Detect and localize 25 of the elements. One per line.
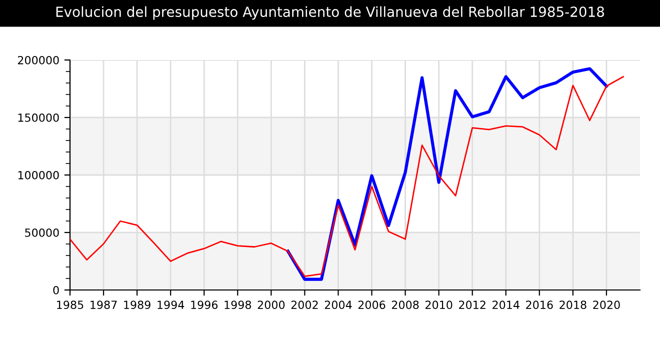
x-tick-label: 1998	[224, 300, 252, 310]
y-tick-label: 0	[53, 286, 59, 294]
x-tick-label: 2018	[560, 300, 586, 310]
x-tick-label: 2008	[392, 300, 419, 310]
x-tick-label: 1987	[90, 300, 117, 310]
y-tick-label: 50000	[25, 228, 59, 237]
x-tick-label: 2002	[291, 300, 318, 310]
line-series	[286, 67, 608, 281]
chart-title: Evolucion del presupuesto Ayuntamiento de Villanueva del Rebollar 1985-2018	[56, 6, 604, 20]
x-tick-label: 1985	[57, 300, 84, 310]
x-tick-label: 2004	[324, 300, 352, 310]
x-tick-label: 1994	[158, 300, 184, 310]
y-tick-label: 200000	[18, 56, 59, 64]
x-tick-label: 2014	[492, 300, 520, 310]
x-tick-label: 2016	[526, 300, 553, 310]
x-tick-label: 2010	[426, 300, 452, 310]
line-series	[70, 76, 624, 278]
y-tick-label: 150000	[18, 113, 59, 122]
x-tick-label: 2000	[258, 300, 285, 310]
x-tick-label: 2020	[593, 300, 620, 310]
x-tick-label: 2006	[358, 300, 386, 310]
y-tick-label: 100000	[18, 170, 59, 180]
x-tick-label: 2012	[459, 300, 486, 310]
x-tick-label: 1989	[124, 300, 150, 310]
x-tick-label: 1996	[191, 300, 218, 310]
